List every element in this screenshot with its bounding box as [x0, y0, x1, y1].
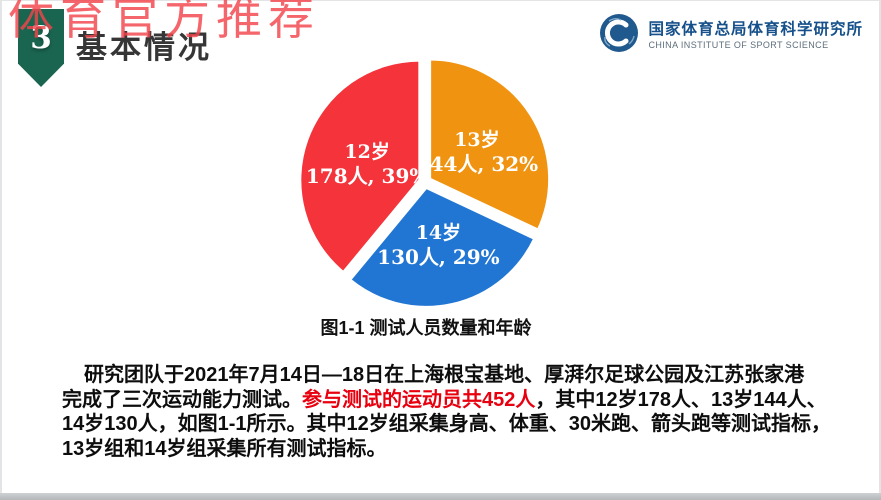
org-name-en: CHINA INSTITUTE OF SPORT SCIENCE — [648, 40, 829, 50]
org-name: 国家体育总局体育科学研究所 CHINA INSTITUTE OF SPORT S… — [648, 20, 863, 51]
paragraph-line: 14岁130人，如图1-1所示。其中12岁组采集身高、体重、30米跑、箭头跑等测… — [62, 412, 854, 437]
pie-slice-value-label: 178人, 39% — [306, 164, 429, 188]
body-text: 14岁130人，如图1-1所示。其中12岁组采集身高、体重、30米跑、箭头跑等测… — [62, 413, 832, 435]
body-text: 完成了三次运动能力测试。 — [62, 388, 302, 411]
body-text: 研究团队于2021年7月14日—18日在上海根宝基地、厚湃尔足球公园及江苏张家港 — [84, 364, 805, 386]
paragraph-line: 完成了三次运动能力测试。参与测试的运动员共452人，其中12岁178人、13岁1… — [62, 388, 854, 413]
body-text: ，其中12岁178人、13岁144人、 — [535, 388, 827, 411]
pie-chart: 13岁 144人, 32% 14岁 130人, 29% 12岁 178人, 39% — [253, 46, 599, 316]
paragraph-line: 13岁组和14岁组采集所有测试指标。 — [62, 437, 854, 462]
org-name-cn: 国家体育总局体育科学研究所 — [648, 21, 863, 38]
section-number-badge: 3 — [18, 9, 64, 87]
pie-slice-value-label: 144人, 32% — [416, 152, 539, 176]
pie-slice-age-label: 13岁 — [454, 128, 499, 151]
pie-slice-13岁 — [428, 57, 552, 232]
body-text: 13岁组和14岁组采集所有测试指标。 — [62, 437, 387, 460]
pie-slice-12岁 — [298, 58, 422, 275]
body-paragraph: 研究团队于2021年7月14日—18日在上海根宝基地、厚湃尔足球公园及江苏张家港… — [62, 363, 854, 461]
dragon-c-emblem-icon — [599, 13, 639, 58]
slide-bottom-edge — [0, 493, 881, 500]
pie-slice-age-label: 14岁 — [416, 221, 461, 244]
pie-slice-value-label: 130人, 29% — [377, 245, 500, 269]
pie-slice-14岁 — [348, 185, 537, 309]
highlighted-text: 参与测试的运动员共452人 — [302, 388, 536, 411]
paragraph-line: 研究团队于2021年7月14日—18日在上海根宝基地、厚湃尔足球公园及江苏张家港 — [62, 363, 854, 388]
pie-slice-age-label: 12岁 — [344, 140, 389, 163]
page-title: 基本情况 — [76, 30, 212, 66]
org-logo: 国家体育总局体育科学研究所 CHINA INSTITUTE OF SPORT S… — [599, 13, 863, 58]
section-number: 3 — [30, 20, 52, 56]
chart-caption: 图1-1 测试人员数量和年龄 — [320, 318, 532, 338]
